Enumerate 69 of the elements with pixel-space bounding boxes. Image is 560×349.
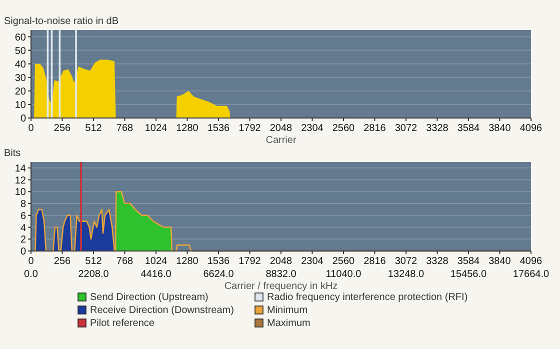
x-tick-label: 4096 xyxy=(520,256,543,267)
x2-tick-label: 0.0 xyxy=(24,269,38,280)
y-tick-label: 0 xyxy=(20,246,26,258)
x-tick-label: 256 xyxy=(54,123,72,134)
y-tick-label: 10 xyxy=(14,187,26,198)
y-tick-label: 50 xyxy=(14,46,26,57)
x-tick-label: 3584 xyxy=(457,123,480,134)
x-tick-label: 3584 xyxy=(457,256,480,267)
y-tick-label: 2 xyxy=(20,234,26,246)
y-tick-label: 60 xyxy=(14,32,26,44)
legend-label: Radio frequency interference protection (RFI) xyxy=(267,292,468,303)
legend-label: Receive Direction (Downstream) xyxy=(90,305,234,316)
x-axis-title: Carrier xyxy=(266,135,297,146)
x-tick-label: 2560 xyxy=(332,123,356,134)
y-tick-label: 4 xyxy=(20,222,26,234)
x-tick-label: 2304 xyxy=(301,123,324,134)
x-tick-label: 512 xyxy=(85,256,102,267)
x-tick-label: 768 xyxy=(116,256,134,267)
x-tick-label: 2048 xyxy=(270,123,293,134)
x-tick-label: 3840 xyxy=(488,256,512,267)
x2-tick-label: 11040.0 xyxy=(326,269,362,280)
x2-tick-label: 17664.0 xyxy=(512,269,550,280)
x-tick-label: 4096 xyxy=(520,123,543,134)
y-tick-label: 6 xyxy=(20,210,26,222)
x2-axis-title: Carrier / frequency in kHz xyxy=(224,281,338,292)
x-tick-label: 1536 xyxy=(207,123,230,134)
x-tick-label: 1536 xyxy=(207,256,230,267)
x-tick-label: 2816 xyxy=(364,256,386,267)
x-tick-label: 3328 xyxy=(426,123,449,134)
x-tick-label: 3072 xyxy=(394,123,418,134)
line-series xyxy=(34,191,192,252)
y-tick-label: 0 xyxy=(20,114,26,124)
x2-tick-label: 4416.0 xyxy=(140,269,172,280)
x-tick-label: 512 xyxy=(85,123,102,134)
y-axis-title: Signal-to-noise ratio in dB xyxy=(4,16,119,27)
x-tick-label: 768 xyxy=(116,123,134,134)
x-tick-label: 2560 xyxy=(332,256,356,267)
x-tick-label: 1280 xyxy=(176,123,199,134)
legend-label: Maximum xyxy=(267,318,310,329)
x-tick-label: 1024 xyxy=(144,256,168,267)
x-tick-label: 1280 xyxy=(176,256,199,267)
x-tick-label: 3072 xyxy=(394,256,418,267)
x-tick-label: 2048 xyxy=(270,256,293,267)
x2-tick-label: 8832.0 xyxy=(266,269,297,280)
x2-tick-label: 2208.0 xyxy=(78,269,110,280)
y-tick-label: 40 xyxy=(14,59,26,70)
x-tick-label: 3328 xyxy=(426,256,449,267)
x-tick-label: 0 xyxy=(28,123,34,134)
legend-label: Pilot reference xyxy=(90,318,155,329)
x-tick-label: 3840 xyxy=(488,123,512,134)
y-tick-label: 12 xyxy=(14,175,26,186)
x2-tick-label: 15456.0 xyxy=(450,269,488,280)
legend-label: Minimum xyxy=(267,305,308,316)
x2-tick-label: 6624.0 xyxy=(203,269,234,280)
x2-tick-label: 13248.0 xyxy=(388,269,425,280)
x-tick-label: 1792 xyxy=(238,256,262,267)
x-tick-label: 2816 xyxy=(364,123,386,134)
x-tick-label: 1024 xyxy=(144,123,168,134)
y-tick-label: 14 xyxy=(14,163,26,174)
y-tick-label: 30 xyxy=(14,72,26,84)
x-tick-label: 256 xyxy=(54,256,72,267)
x-tick-label: 1792 xyxy=(238,123,262,134)
y-tick-label: 10 xyxy=(14,100,26,111)
legend-label: Send Direction (Upstream) xyxy=(90,292,208,303)
x-tick-label: 0 xyxy=(28,256,34,267)
x-tick-label: 2304 xyxy=(301,256,324,267)
y-tick-label: 20 xyxy=(14,86,26,98)
y-axis-title: Bits xyxy=(4,148,21,159)
y-tick-label: 8 xyxy=(20,199,26,210)
